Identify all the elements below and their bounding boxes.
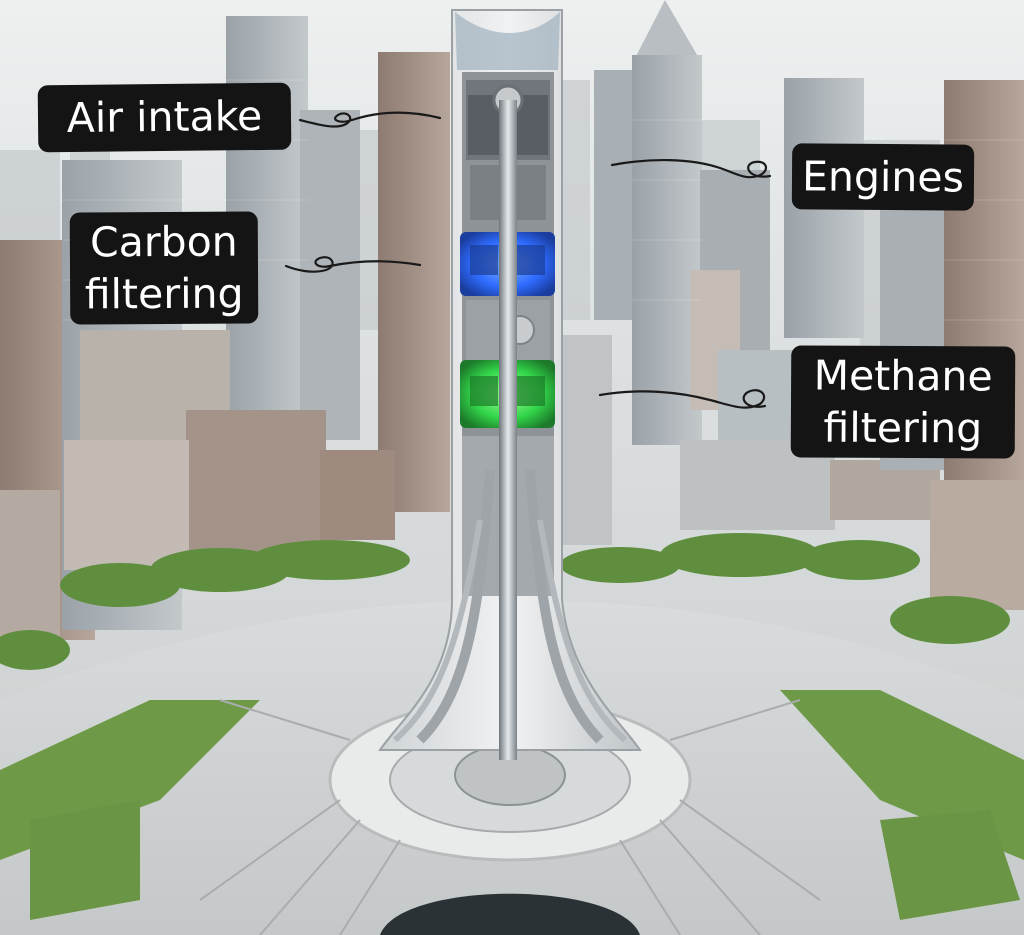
carbon-filtering-connector	[284, 256, 422, 273]
tower	[378, 9, 642, 760]
air-intake-connector	[298, 111, 442, 128]
engines-label: Engines	[791, 143, 975, 211]
right-buildings	[560, 0, 1024, 610]
methane-filtering-label: Methane filtering	[790, 345, 1016, 459]
connector-lines	[284, 111, 772, 409]
methane-filtering-connector	[598, 389, 767, 409]
plaza	[0, 600, 1024, 935]
carbon-filtering-label: Carbon filtering	[69, 211, 259, 325]
engines-connector	[610, 158, 772, 179]
air-intake-label: Air intake	[37, 82, 292, 153]
